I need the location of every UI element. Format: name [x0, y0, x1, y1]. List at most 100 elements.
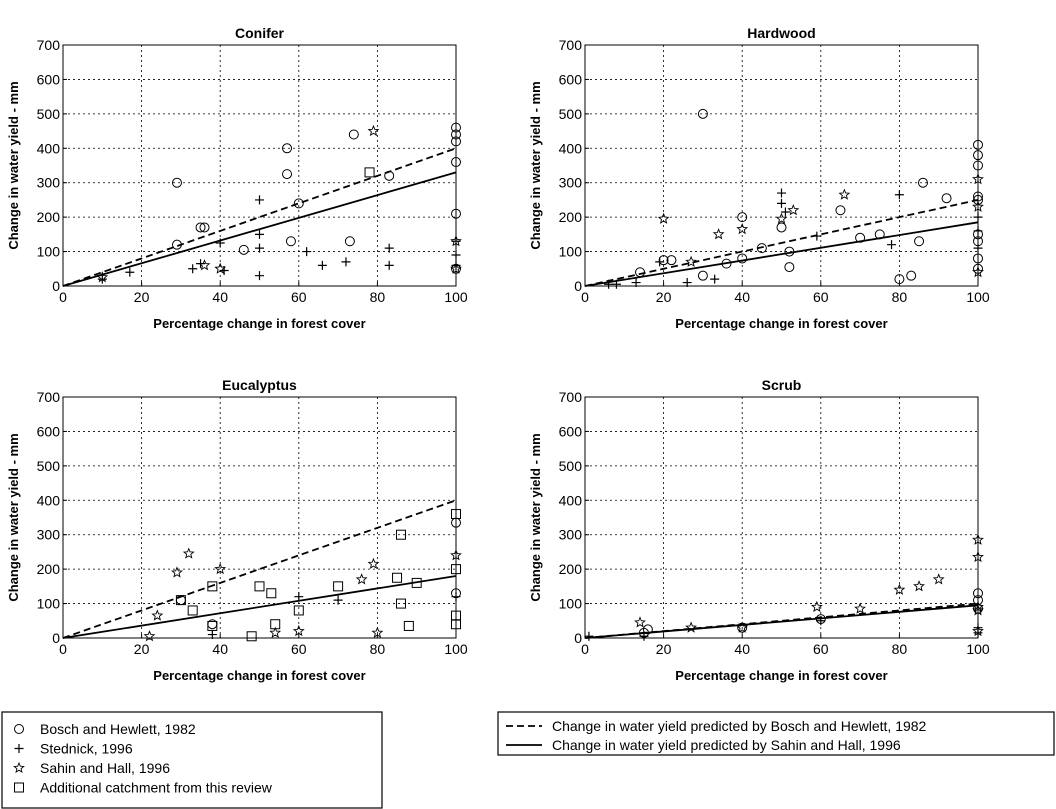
data-point-star	[685, 621, 698, 633]
data-point-circle	[666, 255, 677, 266]
y-tick-label: 200	[37, 561, 61, 577]
x-tick-label: 0	[581, 289, 589, 305]
data-point-circle	[973, 588, 983, 599]
data-point-plus	[384, 260, 394, 270]
data-point-square	[254, 581, 265, 592]
x-tick-label: 40	[734, 641, 750, 657]
data-point-star	[634, 616, 646, 628]
data-point-plus	[451, 250, 461, 260]
data-point-plus	[125, 267, 135, 277]
y-tick-label: 0	[52, 630, 60, 646]
data-point-circle	[384, 170, 395, 181]
data-point-circle	[285, 236, 296, 247]
chart-title: Scrub	[762, 377, 802, 393]
data-point-plus	[816, 616, 826, 626]
data-point-star	[269, 626, 282, 638]
data-point-star	[775, 212, 788, 224]
data-point-circle	[914, 236, 925, 247]
data-point-plus	[655, 257, 665, 267]
x-tick-label: 20	[656, 289, 672, 305]
data-point-circle	[451, 136, 461, 147]
legend-marker-star	[13, 761, 25, 774]
data-point-circle	[776, 222, 787, 233]
data-point-plus	[894, 190, 904, 200]
data-point-plus	[812, 231, 822, 241]
data-point-square	[333, 581, 344, 592]
line-bosch-hewlett	[62, 499, 457, 639]
y-tick-label: 600	[559, 71, 583, 87]
y-tick-label: 500	[37, 106, 61, 122]
y-tick-label: 400	[559, 140, 583, 156]
data-point-circle	[721, 258, 732, 269]
data-point-square	[395, 598, 406, 609]
data-point-plus	[255, 271, 264, 281]
data-point-plus	[215, 238, 225, 248]
x-tick-label: 100	[966, 641, 990, 657]
data-point-plus	[294, 592, 304, 602]
y-tick-label: 0	[574, 278, 582, 294]
y-tick-label: 0	[52, 278, 60, 294]
data-point-circle	[348, 129, 359, 140]
y-tick-label: 200	[559, 561, 583, 577]
data-point-plus	[777, 198, 786, 208]
data-point-plus	[341, 257, 351, 267]
data-point-star	[151, 609, 164, 621]
data-point-square	[207, 620, 218, 631]
x-axis-label: Percentage change in forest cover	[675, 668, 887, 683]
data-point-circle	[737, 253, 748, 264]
line-sahin-hall	[584, 221, 979, 287]
plot-area	[584, 396, 979, 639]
x-axis-label: Percentage change in forest cover	[153, 316, 365, 331]
data-point-plus	[973, 226, 983, 236]
legend-label: Bosch and Hewlett, 1982	[40, 721, 196, 737]
y-axis-label: Change in water yield - mm	[6, 433, 21, 601]
y-tick-label: 700	[37, 389, 61, 405]
data-point-square	[364, 167, 375, 178]
y-tick-label: 0	[574, 630, 582, 646]
y-tick-label: 500	[559, 458, 583, 474]
legend-label: Stednick, 1996	[40, 741, 133, 757]
data-point-circle	[199, 222, 210, 233]
data-point-star	[450, 262, 462, 274]
data-point-plus	[207, 630, 217, 640]
data-point-circle	[973, 160, 983, 171]
data-point-circle	[238, 244, 249, 255]
legend-markers: Bosch and Hewlett, 1982 Stednick, 1996 Sah…	[1, 711, 383, 809]
data-point-circle	[835, 205, 846, 216]
y-tick-label: 400	[559, 492, 583, 508]
data-point-square	[451, 509, 461, 520]
x-tick-label: 80	[892, 289, 908, 305]
data-point-star	[712, 228, 725, 240]
data-point-star	[96, 271, 109, 283]
data-point-star	[450, 549, 462, 561]
data-point-square	[266, 588, 277, 599]
data-point-plus	[188, 264, 198, 274]
data-point-square	[175, 595, 186, 606]
data-point-plus	[255, 243, 264, 253]
data-point-star	[292, 624, 305, 637]
x-tick-label: 60	[813, 289, 829, 305]
data-point-circle	[635, 267, 646, 278]
y-tick-label: 700	[37, 37, 61, 53]
chart-title: Hardwood	[747, 25, 815, 41]
y-tick-label: 200	[559, 209, 583, 225]
data-point-star	[810, 600, 823, 613]
y-tick-label: 600	[37, 423, 61, 439]
data-point-circle	[906, 270, 917, 281]
data-point-star	[214, 562, 227, 575]
data-point-star	[685, 255, 698, 267]
data-point-square	[293, 605, 304, 616]
data-point-star	[182, 547, 195, 559]
data-point-star	[371, 626, 384, 638]
data-point-square	[392, 572, 403, 583]
data-point-plus	[973, 212, 983, 222]
data-point-circle	[282, 143, 293, 154]
panel-conifer: 0 20 40 60 80 100 0 100 200 300 400 500 600 700 Conife…	[6, 25, 468, 331]
data-point-star	[143, 630, 156, 642]
data-point-star	[972, 600, 984, 613]
x-tick-label: 100	[444, 289, 468, 305]
data-point-circle	[941, 193, 952, 204]
data-point-circle	[784, 246, 795, 257]
data-point-circle	[344, 236, 355, 247]
data-point-star	[736, 621, 749, 633]
